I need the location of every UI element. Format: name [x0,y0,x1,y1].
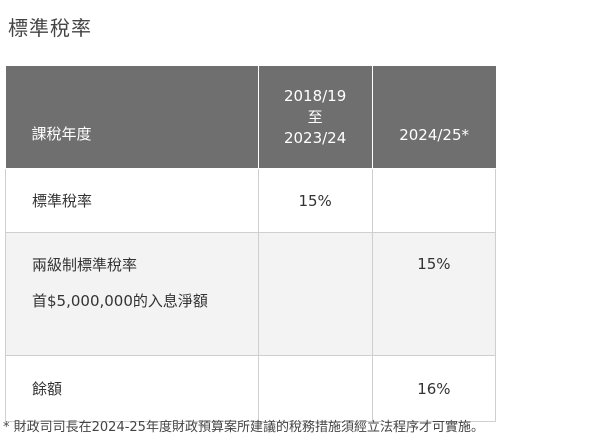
row-value-2018-2024 [257,355,373,422]
row-sub-label: 首$5,000,000的入息淨額 [32,292,208,310]
row-value-2018-2024 [257,232,373,356]
table-row: 標準稅率 15% [5,168,497,233]
table-header-row: 課稅年度 2018/19 至 2023/24 2024/25* [5,66,496,169]
header-2018-2024-line1: 2018/19 [283,86,347,105]
row-label: 餘額 [5,355,259,422]
header-2018-2024-line3: 2023/24 [283,128,347,147]
row-label: 兩級制標準稅率 首$5,000,000的入息淨額 [5,232,259,356]
page-title: 標準稅率 [8,16,92,40]
header-year-of-assessment-label: 課稅年度 [31,125,92,143]
row-value-2018-2024: 15% [257,168,373,233]
row-label-text: 餘額 [32,380,63,398]
row-value-2024-25: 16% [371,355,497,422]
table-row: 餘額 16% [5,355,497,422]
row-label-text: 標準稅率 [32,192,93,210]
header-2024-25-label: 2024/25* [399,126,470,144]
row-label-text: 兩級制標準稅率 [32,256,138,274]
row-value-2024-25 [371,168,497,233]
header-year-of-assessment: 課稅年度 [5,66,259,169]
header-2018-2024: 2018/19 至 2023/24 [257,66,373,169]
row-label: 標準稅率 [5,168,259,233]
footnote: * 財政司司長在2024-25年度財政預算案所建議的稅務措施須經立法程序才可實施… [3,420,484,435]
header-2024-25: 2024/25* [371,66,496,169]
standard-tax-rate-table: 課稅年度 2018/19 至 2023/24 2024/25* 標準稅率 15%… [5,66,497,422]
row-value-2024-25: 15% [371,232,497,356]
table-row: 兩級制標準稅率 首$5,000,000的入息淨額 15% [5,232,497,356]
header-2018-2024-line2: 至 [307,107,323,126]
